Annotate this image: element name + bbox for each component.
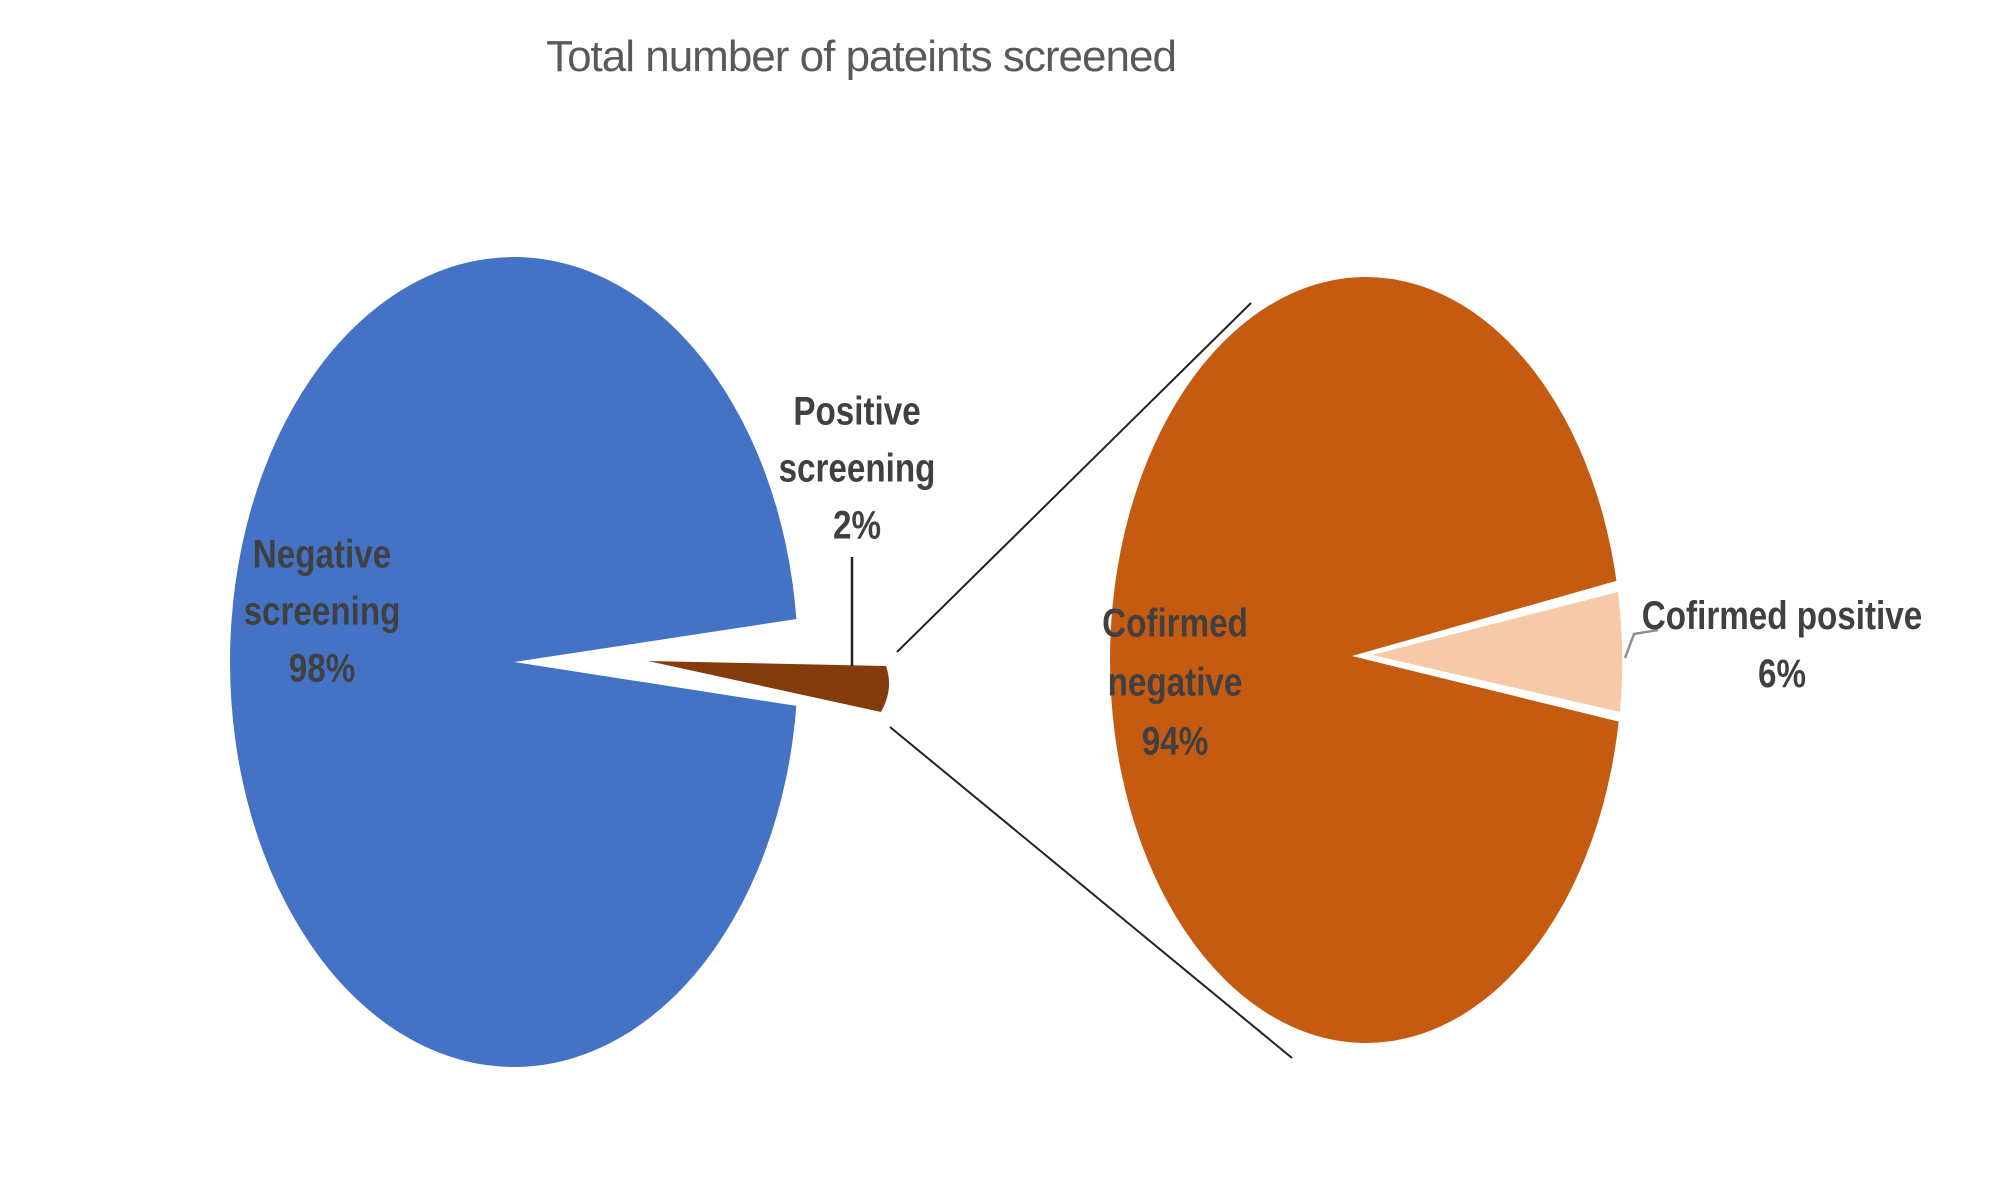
primary-pie-slice-positive-screening-exploded xyxy=(648,661,890,712)
data-label-percent: 6% xyxy=(1758,652,1806,696)
data-label-line: Cofirmed positive xyxy=(1641,594,1923,638)
data-label-line: negative xyxy=(1107,660,1243,705)
data-label-line: Negative xyxy=(252,532,392,577)
series-connector-line-top xyxy=(896,302,1252,653)
chart-title: Total number of pateints screened xyxy=(546,32,1177,81)
data-label-line: Positive xyxy=(793,389,921,434)
data-label-percent: 2% xyxy=(833,503,881,548)
data-label-percent: 94% xyxy=(1141,719,1209,764)
data-label-line: Cofirmed xyxy=(1102,601,1248,646)
secondary-pie-slice-cofirmed-negative xyxy=(1110,277,1622,1043)
secondary-pie-slice-cofirmed-positive xyxy=(1372,592,1623,712)
data-label-positive-screening: Positive screening 2% xyxy=(779,384,936,555)
series-connector-line-bottom xyxy=(889,726,1293,1059)
data-label-cofirmed-negative: Cofirmed negative 94% xyxy=(1102,595,1248,772)
label-leader-line-cofirmed-positive xyxy=(1623,628,1659,659)
data-label-line: screening xyxy=(778,446,936,491)
data-label-line: screening xyxy=(243,589,401,634)
data-label-cofirmed-positive: Cofirmed positive 6% xyxy=(1642,587,1922,703)
data-label-percent: 98% xyxy=(288,646,356,691)
data-label-negative-screening: Negative screening 98% xyxy=(244,527,401,698)
